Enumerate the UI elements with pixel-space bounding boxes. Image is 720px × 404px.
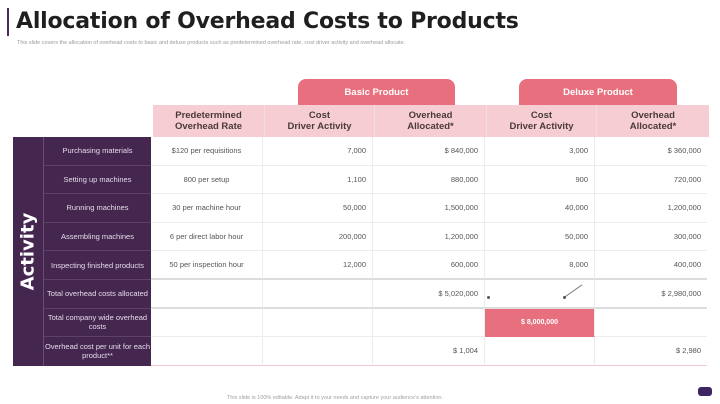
activity-name: Total overhead costs allocated [44,280,151,309]
activity-column-background [13,137,151,366]
empty-cell [151,308,263,338]
activity-name: Inspecting finished products [44,251,151,280]
page-subtitle: This slide covers the allocation of over… [17,40,406,46]
deluxe-per-unit-cost: $ 2,980 [595,337,707,366]
deluxe-cost-driver: 40,000 [485,194,595,223]
table-row: Running machines 30 per machine hour 50,… [44,194,709,223]
table-row: Setting up machines 800 per setup 1,100 … [44,165,709,195]
arrow-connector-icon [563,296,566,299]
basic-overhead-allocated: 880,000 [373,165,485,195]
allocation-table-body: Purchasing materials $120 per requisitio… [44,137,709,366]
predetermined-rate: 6 per direct labor hour [151,222,263,252]
table-header-row: Predetermined Overhead Rate Cost Driver Ac… [153,105,709,137]
activity-name: Assembling machines [44,223,151,252]
total-allocated-row: Total overhead costs allocated $ 5,020,0… [44,279,709,309]
basic-overhead-allocated: 600,000 [373,251,485,280]
col-header-basic-overhead-allocated: Overhead Allocated* [375,105,487,137]
activity-name: Total company wide overhead costs [44,309,151,338]
predetermined-rate: 30 per machine hour [151,194,263,223]
empty-cell [485,279,595,309]
logo-icon [698,387,712,396]
basic-total-allocated: $ 5,020,000 [373,279,485,309]
page-title: Allocation of Overhead Costs to Products [16,9,519,34]
basic-overhead-allocated: 1,500,000 [373,194,485,223]
col-header-predetermined-rate: Predetermined Overhead Rate [153,105,265,137]
deluxe-cost-driver: 50,000 [485,222,595,252]
activity-vertical-label: Activity [17,212,39,291]
table-row: Assembling machines 6 per direct labor h… [44,222,709,252]
activity-divider [43,137,44,366]
col-header-deluxe-overhead-allocated: Overhead Allocated* [629,109,677,132]
basic-cost-driver: 200,000 [263,222,373,252]
deluxe-overhead-allocated: 400,000 [595,251,707,280]
title-accent-bar [7,8,9,36]
activity-name: Running machines [44,194,151,223]
per-unit-row: Overhead cost per unit for each product*… [44,337,709,366]
col-header-deluxe-cost-driver: Cost Driver Activity [487,105,597,137]
table-row: Purchasing materials $120 per requisitio… [44,137,709,166]
empty-cell [151,279,263,309]
activity-name: Overhead cost per unit for each product*… [44,342,151,361]
company-total-row: Total company wide overhead costs $ 8,00… [44,308,709,338]
empty-cell [263,337,373,366]
basic-cost-driver: 1,100 [263,165,373,195]
basic-cost-driver: 12,000 [263,251,373,280]
deluxe-cost-driver: 3,000 [485,137,595,166]
deluxe-cost-driver: 900 [485,165,595,195]
predetermined-rate: 800 per setup [151,165,263,195]
deluxe-overhead-allocated: 1,200,000 [595,194,707,223]
basic-per-unit-cost: $ 1,004 [373,337,485,366]
basic-overhead-allocated: 1,200,000 [373,222,485,252]
deluxe-overhead-allocated: 300,000 [595,223,707,252]
col-header-basic-cost-driver: Cost Driver Activity [265,105,375,137]
deluxe-cost-driver: 8,000 [485,251,595,280]
empty-cell [373,308,485,338]
deluxe-total-allocated: $ 2,980,000 [595,280,707,309]
footer-note: This slide is 100% editable. Adapt it to… [227,395,443,401]
company-total-overhead: $ 8,000,000 [485,308,595,338]
basic-overhead-allocated: $ 840,000 [373,137,485,166]
deluxe-overhead-allocated: $ 360,000 [595,137,707,166]
basic-product-header: Basic Product [298,79,455,105]
empty-cell [263,279,373,309]
predetermined-rate: $120 per requisitions [151,137,263,166]
arrow-connector-icon [487,296,490,299]
activity-name: Setting up machines [44,166,151,195]
predetermined-rate: 50 per inspection hour [151,251,263,280]
deluxe-overhead-allocated: 720,000 [595,166,707,195]
empty-cell [151,337,263,366]
activity-name: Purchasing materials [44,137,151,166]
empty-cell [263,308,373,338]
deluxe-product-header: Deluxe Product [519,79,677,105]
basic-cost-driver: 7,000 [263,137,373,166]
table-row: Inspecting finished products 50 per insp… [44,251,709,280]
empty-cell [485,337,595,366]
basic-cost-driver: 50,000 [263,194,373,223]
empty-cell [595,309,707,338]
